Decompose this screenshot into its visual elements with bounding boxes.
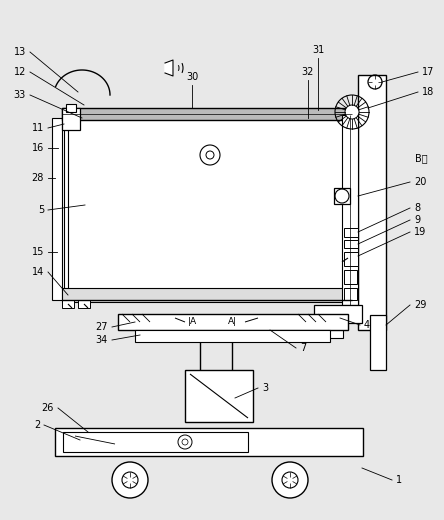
Text: 14: 14 bbox=[32, 267, 44, 277]
Text: 32: 32 bbox=[302, 67, 314, 77]
Bar bbox=[62, 118, 352, 300]
Text: 8: 8 bbox=[414, 203, 420, 213]
Text: 3: 3 bbox=[262, 383, 268, 393]
Bar bbox=[62, 300, 74, 308]
Text: 13: 13 bbox=[14, 47, 26, 57]
Circle shape bbox=[345, 105, 359, 119]
Bar bbox=[342, 115, 358, 305]
Circle shape bbox=[272, 462, 308, 498]
Bar bbox=[52, 118, 64, 300]
Bar bbox=[325, 322, 343, 338]
Bar bbox=[314, 305, 362, 323]
Bar bbox=[55, 428, 363, 456]
Bar bbox=[62, 288, 352, 302]
Bar bbox=[358, 75, 386, 330]
Bar bbox=[344, 228, 358, 237]
Text: 4: 4 bbox=[364, 320, 370, 330]
Bar bbox=[63, 432, 248, 452]
Bar bbox=[135, 330, 330, 342]
Text: 1: 1 bbox=[396, 475, 402, 485]
Bar bbox=[344, 288, 357, 300]
Bar bbox=[344, 240, 358, 248]
Bar bbox=[62, 108, 352, 120]
Text: 5: 5 bbox=[38, 205, 44, 215]
Text: 29: 29 bbox=[414, 300, 426, 310]
Polygon shape bbox=[165, 60, 173, 76]
Text: 2: 2 bbox=[34, 420, 40, 430]
Bar bbox=[118, 314, 348, 330]
Bar bbox=[66, 104, 76, 112]
Text: B部: B部 bbox=[415, 153, 428, 163]
Text: 12: 12 bbox=[14, 67, 26, 77]
Bar bbox=[62, 118, 68, 300]
Bar bbox=[344, 252, 358, 266]
Bar bbox=[350, 108, 365, 128]
Text: 31: 31 bbox=[312, 45, 324, 55]
Text: 9: 9 bbox=[414, 215, 420, 225]
Text: 7: 7 bbox=[300, 343, 306, 353]
Bar bbox=[370, 315, 386, 370]
Text: 11: 11 bbox=[32, 123, 44, 133]
Text: 16: 16 bbox=[32, 143, 44, 153]
Text: 33: 33 bbox=[14, 90, 26, 100]
Text: |A: |A bbox=[187, 318, 197, 327]
Text: 26: 26 bbox=[42, 403, 54, 413]
Bar bbox=[344, 270, 357, 284]
Circle shape bbox=[112, 462, 148, 498]
Text: 34: 34 bbox=[96, 335, 108, 345]
Bar bbox=[334, 188, 350, 204]
Text: 17: 17 bbox=[422, 67, 434, 77]
Bar bbox=[185, 370, 253, 422]
Bar bbox=[62, 108, 80, 130]
Bar bbox=[78, 300, 90, 308]
Text: A|: A| bbox=[227, 318, 237, 327]
Text: 19: 19 bbox=[414, 227, 426, 237]
Text: 15: 15 bbox=[32, 247, 44, 257]
Text: 20: 20 bbox=[414, 177, 426, 187]
Text: 18: 18 bbox=[422, 87, 434, 97]
Text: 27: 27 bbox=[95, 322, 108, 332]
Text: 30: 30 bbox=[186, 72, 198, 82]
Text: 28: 28 bbox=[32, 173, 44, 183]
